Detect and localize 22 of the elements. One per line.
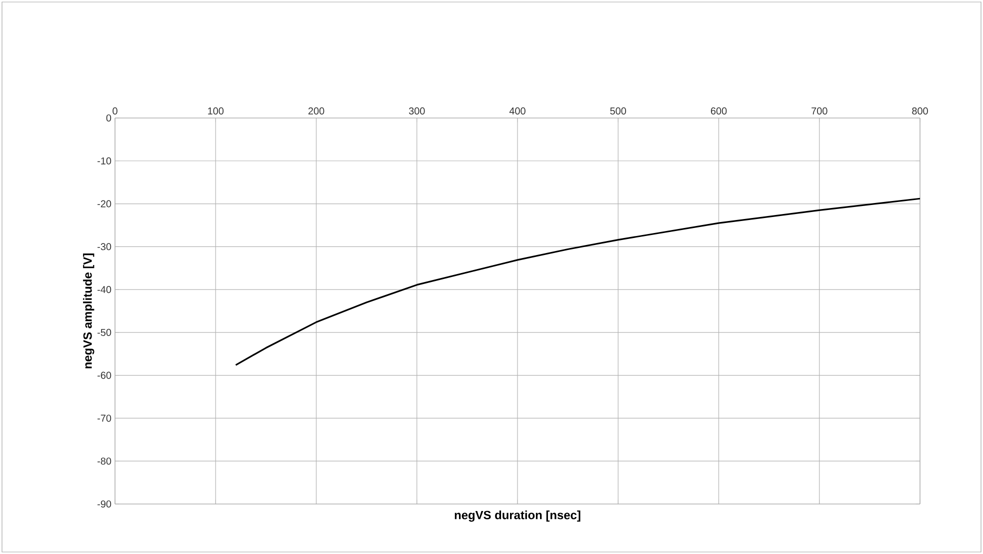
x-tick-label: 800 <box>912 107 928 114</box>
y-axis-title: negVS amplitude [V] <box>83 254 94 368</box>
y-tick-label: -10 <box>98 157 112 164</box>
x-axis-title: negVS duration [nsec] <box>454 510 580 522</box>
line-series <box>234 198 920 366</box>
y-tick-label: 0 <box>106 114 112 122</box>
x-tick-label: 400 <box>509 107 526 114</box>
x-tick-label: 300 <box>408 107 425 114</box>
x-tick-label: 700 <box>812 107 828 114</box>
x-tick-label: 600 <box>710 107 727 114</box>
x-tick-label: 500 <box>610 107 626 114</box>
x-tick-label: 0 <box>112 107 118 114</box>
y-tick-label: -90 <box>98 500 112 508</box>
y-tick-label: -20 <box>98 200 112 208</box>
y-tick-label: -30 <box>98 243 112 250</box>
y-tick-label: -80 <box>98 458 112 465</box>
x-tick-label: 100 <box>208 107 224 114</box>
y-tick-label: -50 <box>98 328 112 336</box>
x-tick-label: 200 <box>308 107 324 114</box>
y-tick-label: -60 <box>98 372 112 379</box>
y-tick-label: -70 <box>98 414 112 422</box>
y-tick-label: -40 <box>98 286 112 294</box>
